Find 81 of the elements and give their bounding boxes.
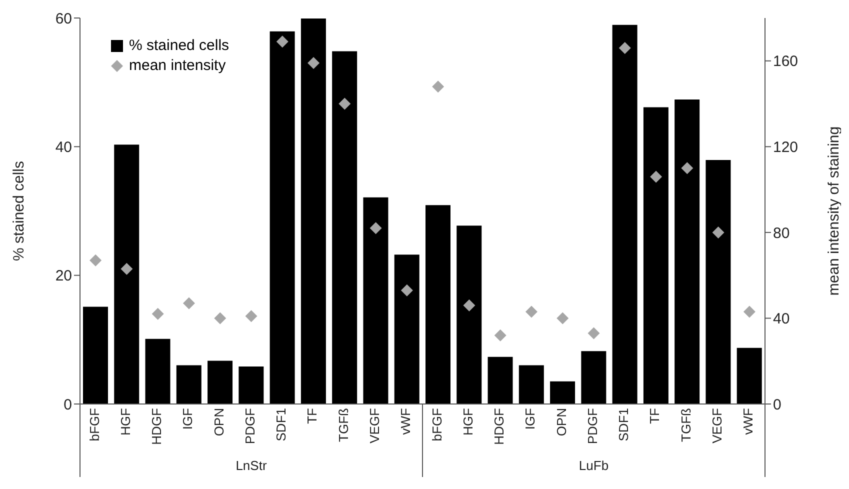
x-tick-label: TF bbox=[304, 408, 320, 424]
x-tick-label: HGF bbox=[118, 408, 133, 436]
bar bbox=[736, 346, 763, 404]
y-tick-label: 40 bbox=[55, 138, 72, 156]
point bbox=[245, 310, 258, 322]
bar bbox=[238, 366, 265, 404]
point bbox=[90, 254, 102, 266]
bar bbox=[331, 50, 358, 404]
point bbox=[214, 312, 226, 324]
point bbox=[308, 57, 320, 70]
y2-tick-label: 80 bbox=[773, 224, 790, 242]
point bbox=[712, 226, 724, 238]
bar bbox=[674, 98, 701, 404]
x-tick-label: HDGF bbox=[149, 408, 164, 445]
bar bbox=[518, 364, 545, 404]
point bbox=[588, 327, 600, 340]
point bbox=[400, 284, 413, 296]
point bbox=[650, 170, 662, 183]
bar bbox=[580, 350, 608, 404]
legend-label: % stained cells bbox=[129, 36, 230, 56]
point bbox=[463, 299, 476, 312]
point bbox=[152, 308, 164, 320]
x-tick-label: HGF bbox=[460, 408, 476, 436]
point bbox=[276, 36, 288, 48]
bar bbox=[175, 364, 202, 404]
point bbox=[743, 306, 756, 318]
bar bbox=[206, 360, 234, 404]
bar bbox=[456, 224, 483, 404]
point bbox=[494, 329, 506, 342]
bar bbox=[486, 356, 514, 404]
x-tick-label: SDF1 bbox=[274, 408, 289, 442]
bar bbox=[704, 159, 732, 404]
y2-tick-label: 160 bbox=[773, 53, 798, 70]
x-tick-label: TF bbox=[647, 408, 662, 424]
x-tick-label: TGFß bbox=[336, 408, 351, 442]
x-tick-label: vWF bbox=[398, 408, 414, 435]
point bbox=[525, 306, 538, 318]
x-tick-label: TGFß bbox=[678, 408, 694, 442]
x-tick-label: VEGF bbox=[367, 408, 382, 444]
bar bbox=[642, 106, 670, 404]
point bbox=[120, 262, 133, 275]
x-tick-label: IGF bbox=[522, 408, 538, 430]
bar bbox=[393, 254, 420, 404]
y-tick-label: 60 bbox=[55, 10, 72, 28]
text: LnStr bbox=[234, 458, 268, 473]
y-axis-title: % stained cells bbox=[10, 160, 28, 262]
x-tick-label: SDF1 bbox=[616, 408, 632, 442]
point bbox=[618, 42, 631, 54]
bar bbox=[424, 204, 452, 404]
bar bbox=[113, 144, 140, 404]
x-tick-label: OPN bbox=[554, 408, 569, 436]
y2-tick-label: 40 bbox=[773, 310, 790, 328]
x-tick-label: VEGF bbox=[710, 408, 725, 444]
y-tick-label: 0 bbox=[64, 396, 72, 414]
point bbox=[338, 98, 351, 110]
bar bbox=[611, 24, 638, 404]
bar bbox=[144, 338, 172, 404]
point bbox=[681, 162, 694, 174]
x-tick-label: bFGF bbox=[86, 408, 102, 442]
y2-axis-title: mean intensity of staining bbox=[825, 126, 842, 296]
x-tick-label: bFGF bbox=[429, 408, 444, 442]
point bbox=[432, 80, 444, 93]
x-tick-label: OPN bbox=[211, 408, 226, 436]
bar bbox=[362, 196, 390, 404]
bar bbox=[82, 306, 109, 404]
bar bbox=[300, 18, 327, 404]
bar bbox=[549, 380, 576, 404]
point bbox=[182, 297, 195, 310]
x-tick-label: HDGF bbox=[492, 408, 507, 445]
x-tick-label: PDGF bbox=[584, 408, 600, 444]
x-tick-label: PDGF bbox=[242, 408, 258, 444]
x-tick-label: vWF bbox=[740, 408, 756, 435]
y2-tick-label: 120 bbox=[773, 138, 798, 156]
point bbox=[370, 222, 382, 234]
y2-tick-label: 0 bbox=[773, 396, 782, 414]
bar bbox=[268, 30, 296, 404]
x-tick-label: IGF bbox=[180, 408, 196, 430]
point bbox=[556, 312, 569, 324]
y-tick-label: 20 bbox=[55, 268, 72, 285]
text: LuFb bbox=[578, 458, 610, 473]
legend-label: mean intensity bbox=[129, 56, 226, 76]
